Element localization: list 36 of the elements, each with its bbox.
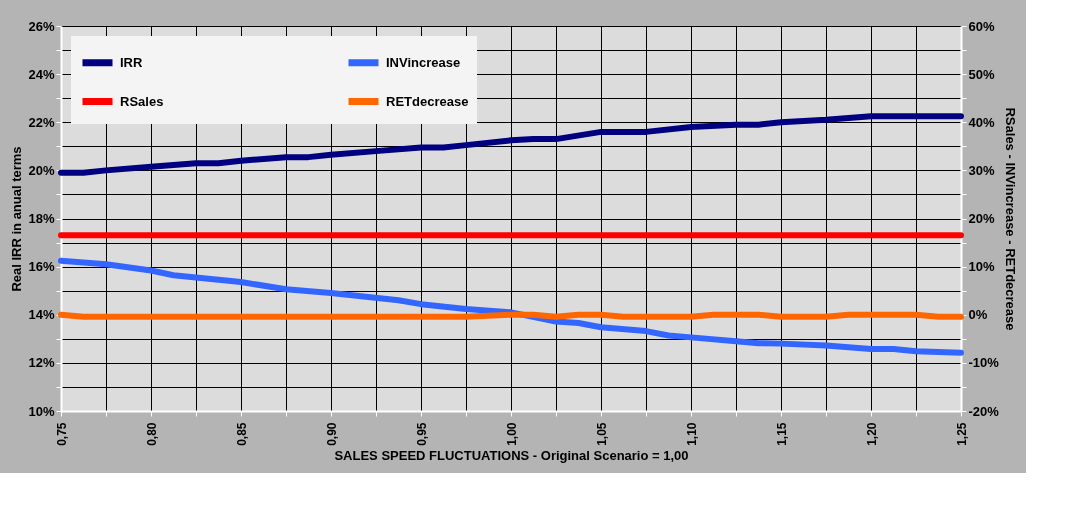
y2-tick-label: 30%	[968, 162, 995, 178]
x-tick-label: 1,00	[504, 422, 519, 446]
y2-tick-label: 60%	[968, 18, 995, 34]
y2-tick-label: -20%	[968, 403, 1000, 419]
x-tick-label: 1,20	[864, 422, 879, 446]
y-tick-label: 26%	[28, 18, 55, 34]
y2-tick-label: -10%	[968, 355, 1000, 371]
y-tick-label: 24%	[28, 66, 55, 82]
y2-tick-label: 10%	[968, 259, 995, 275]
x-tick-label: 0,75	[54, 422, 69, 446]
y-tick-label: 20%	[28, 162, 55, 178]
legend-label: IRR	[120, 54, 143, 70]
y2-axis-title: RSales - INVincrease - RETdecrease	[1002, 107, 1018, 331]
x-tick-label: 0,95	[414, 422, 429, 446]
x-tick-label: 1,10	[684, 422, 699, 446]
y2-tick-label: 50%	[968, 66, 995, 82]
y2-tick-label: 0%	[968, 307, 988, 323]
x-tick-label: 0,80	[144, 422, 159, 446]
y-tick-label: 12%	[28, 355, 55, 371]
y-tick-label: 10%	[28, 403, 55, 419]
legend-label: RSales	[120, 93, 164, 109]
y2-tick-label: 40%	[968, 114, 995, 130]
y-tick-label: 14%	[28, 307, 55, 323]
y-tick-label: 22%	[28, 114, 55, 130]
x-tick-label: 1,15	[774, 422, 789, 446]
x-tick-label: 0,90	[324, 422, 339, 446]
x-axis-title: SALES SPEED FLUCTUATIONS - Original Scenario = 1,00	[334, 447, 689, 463]
legend-label: INVincrease	[386, 54, 461, 70]
y-axis-title: Real IRR in anual terms	[9, 146, 25, 292]
legend-label: RETdecrease	[386, 93, 469, 109]
x-tick-label: 0,85	[234, 422, 249, 446]
y-tick-label: 18%	[28, 211, 55, 226]
y-tick-label: 16%	[28, 259, 55, 275]
y2-tick-label: 20%	[968, 211, 995, 226]
x-tick-label: 1,25	[954, 422, 969, 446]
x-tick-label: 1,05	[594, 422, 609, 446]
